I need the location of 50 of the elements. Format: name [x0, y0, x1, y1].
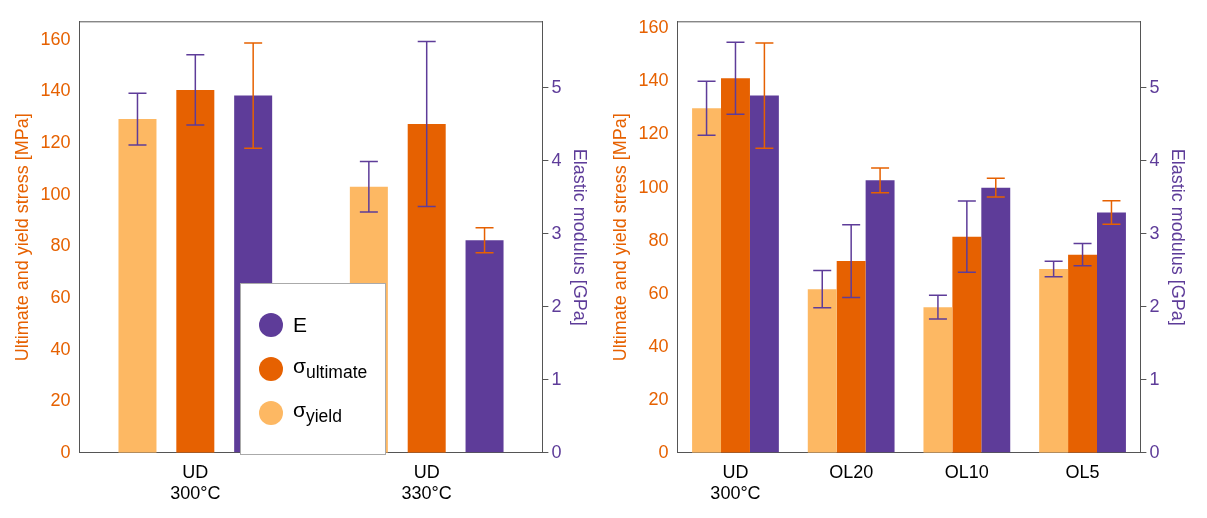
legend-label: E — [293, 313, 308, 337]
bar — [807, 289, 837, 453]
x-tick-label: OL20 — [829, 461, 874, 482]
legend-label: σ$_{yield}$ — [293, 398, 342, 428]
y2-tick-label: 0 — [551, 441, 562, 462]
y2-tick-label: 1 — [551, 368, 562, 389]
y-axis-title: Ultimate and yield stress [MPa] — [11, 113, 32, 362]
y-tick-label: 80 — [50, 235, 71, 256]
y2-axis-title: Elastic modulus [GPa] — [1168, 148, 1189, 326]
y2-tick-label: 3 — [551, 222, 562, 243]
y-tick-label: 40 — [50, 338, 71, 359]
y-tick-label: 80 — [648, 229, 669, 250]
y-tick-label: 100 — [40, 183, 71, 204]
x-tick-label: OL5 — [1065, 461, 1100, 482]
bar — [692, 108, 722, 453]
y2-tick-label: 5 — [1149, 76, 1160, 97]
y2-tick-label: 1 — [1149, 368, 1160, 389]
legend-label: σ$_{ultimate}$ — [293, 354, 368, 384]
bar — [1039, 269, 1069, 453]
y2-tick-label: 5 — [551, 76, 562, 97]
bar — [176, 89, 215, 453]
y-tick-label: 140 — [40, 80, 71, 101]
y-tick-label: 160 — [40, 28, 71, 49]
bar — [407, 124, 446, 453]
y-tick-label: 160 — [638, 17, 669, 38]
y2-tick-label: 2 — [1149, 295, 1160, 316]
bar — [923, 307, 953, 453]
y-tick-label: 100 — [638, 176, 669, 197]
y-tick-label: 120 — [638, 123, 669, 144]
y-tick-label: 140 — [638, 70, 669, 91]
y-tick-label: 60 — [648, 282, 669, 303]
y-axis-title: Ultimate and yield stress [MPa] — [609, 113, 630, 362]
y-tick-label: 20 — [50, 390, 71, 411]
y2-tick-label: 0 — [1149, 441, 1160, 462]
x-tick-label: OL10 — [944, 461, 989, 482]
y-tick-label: 60 — [50, 286, 71, 307]
bar — [118, 119, 157, 453]
y2-tick-label: 4 — [1149, 149, 1160, 170]
x-tick-label: UD 330°C — [401, 461, 452, 504]
y-tick-label: 0 — [60, 441, 71, 462]
y2-tick-label: 3 — [1149, 222, 1160, 243]
y-tick-label: 0 — [658, 441, 669, 462]
y-tick-label: 40 — [648, 335, 669, 356]
x-tick-label: UD 300°C — [170, 461, 221, 504]
y2-tick-label: 2 — [551, 295, 562, 316]
y2-axis-title: Elastic modulus [GPa] — [570, 148, 591, 326]
y-tick-label: 120 — [40, 132, 71, 153]
y2-tick-label: 4 — [551, 149, 562, 170]
x-tick-label: UD 300°C — [710, 461, 761, 504]
y-tick-label: 20 — [648, 388, 669, 409]
